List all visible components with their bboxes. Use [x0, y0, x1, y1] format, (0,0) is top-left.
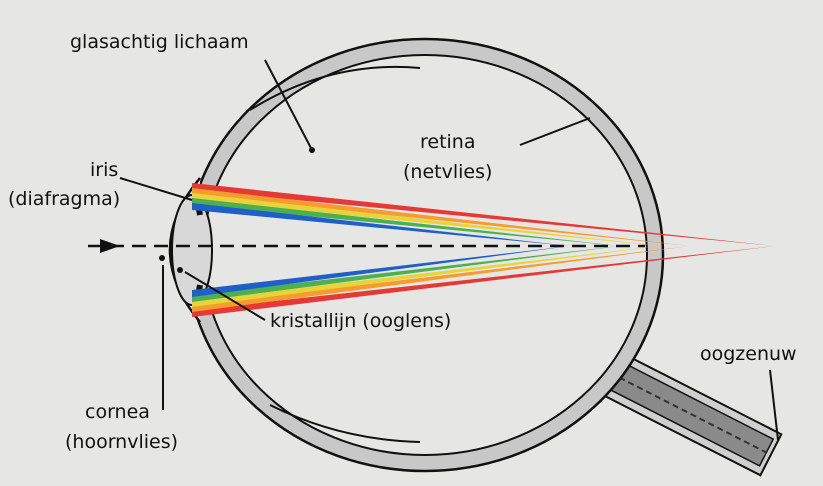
leader — [264, 59, 313, 151]
optic-nerve — [589, 346, 783, 477]
leader — [119, 177, 193, 201]
label: (netvlies) — [403, 161, 492, 183]
label: glasachtig lichaam — [70, 31, 249, 53]
label: (diafragma) — [8, 188, 120, 210]
retina-edge — [269, 404, 421, 443]
retina-edge — [249, 65, 421, 111]
leader — [184, 271, 266, 321]
label: (hoornvlies) — [65, 431, 178, 453]
point — [159, 255, 165, 261]
point — [177, 267, 183, 273]
arrow — [100, 239, 120, 253]
inner-eye — [202, 54, 648, 456]
label: oogzenuw — [700, 343, 797, 365]
leader — [519, 117, 591, 146]
leader — [769, 369, 779, 441]
light-rays — [192, 183, 775, 317]
label: kristallijn (ooglens) — [270, 310, 451, 332]
label: cornea — [85, 401, 150, 423]
label: retina — [420, 131, 476, 153]
label: iris — [90, 159, 118, 181]
